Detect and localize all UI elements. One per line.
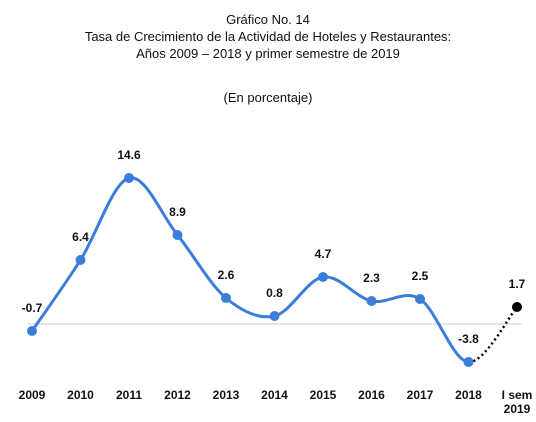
x-tick-label: 2016 [358, 388, 385, 402]
x-tick-label: 2017 [406, 388, 434, 402]
x-tick-label: I sem 2019 [501, 388, 533, 416]
x-tick-label: 2018 [455, 388, 482, 402]
chart-subtitle: Años 2009 – 2018 y primer semestre de 20… [136, 46, 400, 61]
chart-subtitle: Tasa de Crecimiento de la Actividad de H… [84, 29, 452, 44]
x-tick-label: 2009 [18, 388, 46, 402]
data-label: -3.8 [458, 332, 479, 346]
x-tick-label: 2011 [115, 388, 143, 402]
marker [27, 326, 37, 336]
chart-title: Gráfico No. 14 [226, 12, 310, 27]
marker [366, 296, 377, 306]
x-tick-label: 2012 [164, 388, 191, 402]
marker [172, 230, 183, 240]
marker [221, 293, 231, 303]
marker [512, 302, 522, 312]
data-label: 2.3 [363, 271, 380, 285]
data-label: -0.7 [22, 301, 43, 315]
data-label: 0.8 [266, 286, 283, 300]
marker [269, 311, 280, 321]
line [30, 176, 469, 364]
data-label: 1.7 [509, 277, 526, 291]
data-label: 14.6 [117, 148, 141, 162]
data-label: 4.7 [315, 247, 332, 261]
data-label: 6.4 [72, 230, 89, 244]
data-label: 2.5 [412, 269, 429, 283]
x-tick-label: 2013 [212, 388, 240, 402]
data-label: 8.9 [169, 205, 186, 219]
marker [415, 294, 425, 304]
marker [75, 255, 86, 265]
marker [318, 272, 328, 282]
marker [124, 173, 134, 183]
x-tick-label: 2014 [261, 388, 288, 402]
marker [463, 357, 474, 367]
x-tick-label: 2015 [309, 388, 337, 402]
x-tick-label: 2010 [67, 388, 94, 402]
unit-note: (En porcentaje) [223, 90, 313, 105]
data-label: 2.6 [218, 268, 235, 282]
